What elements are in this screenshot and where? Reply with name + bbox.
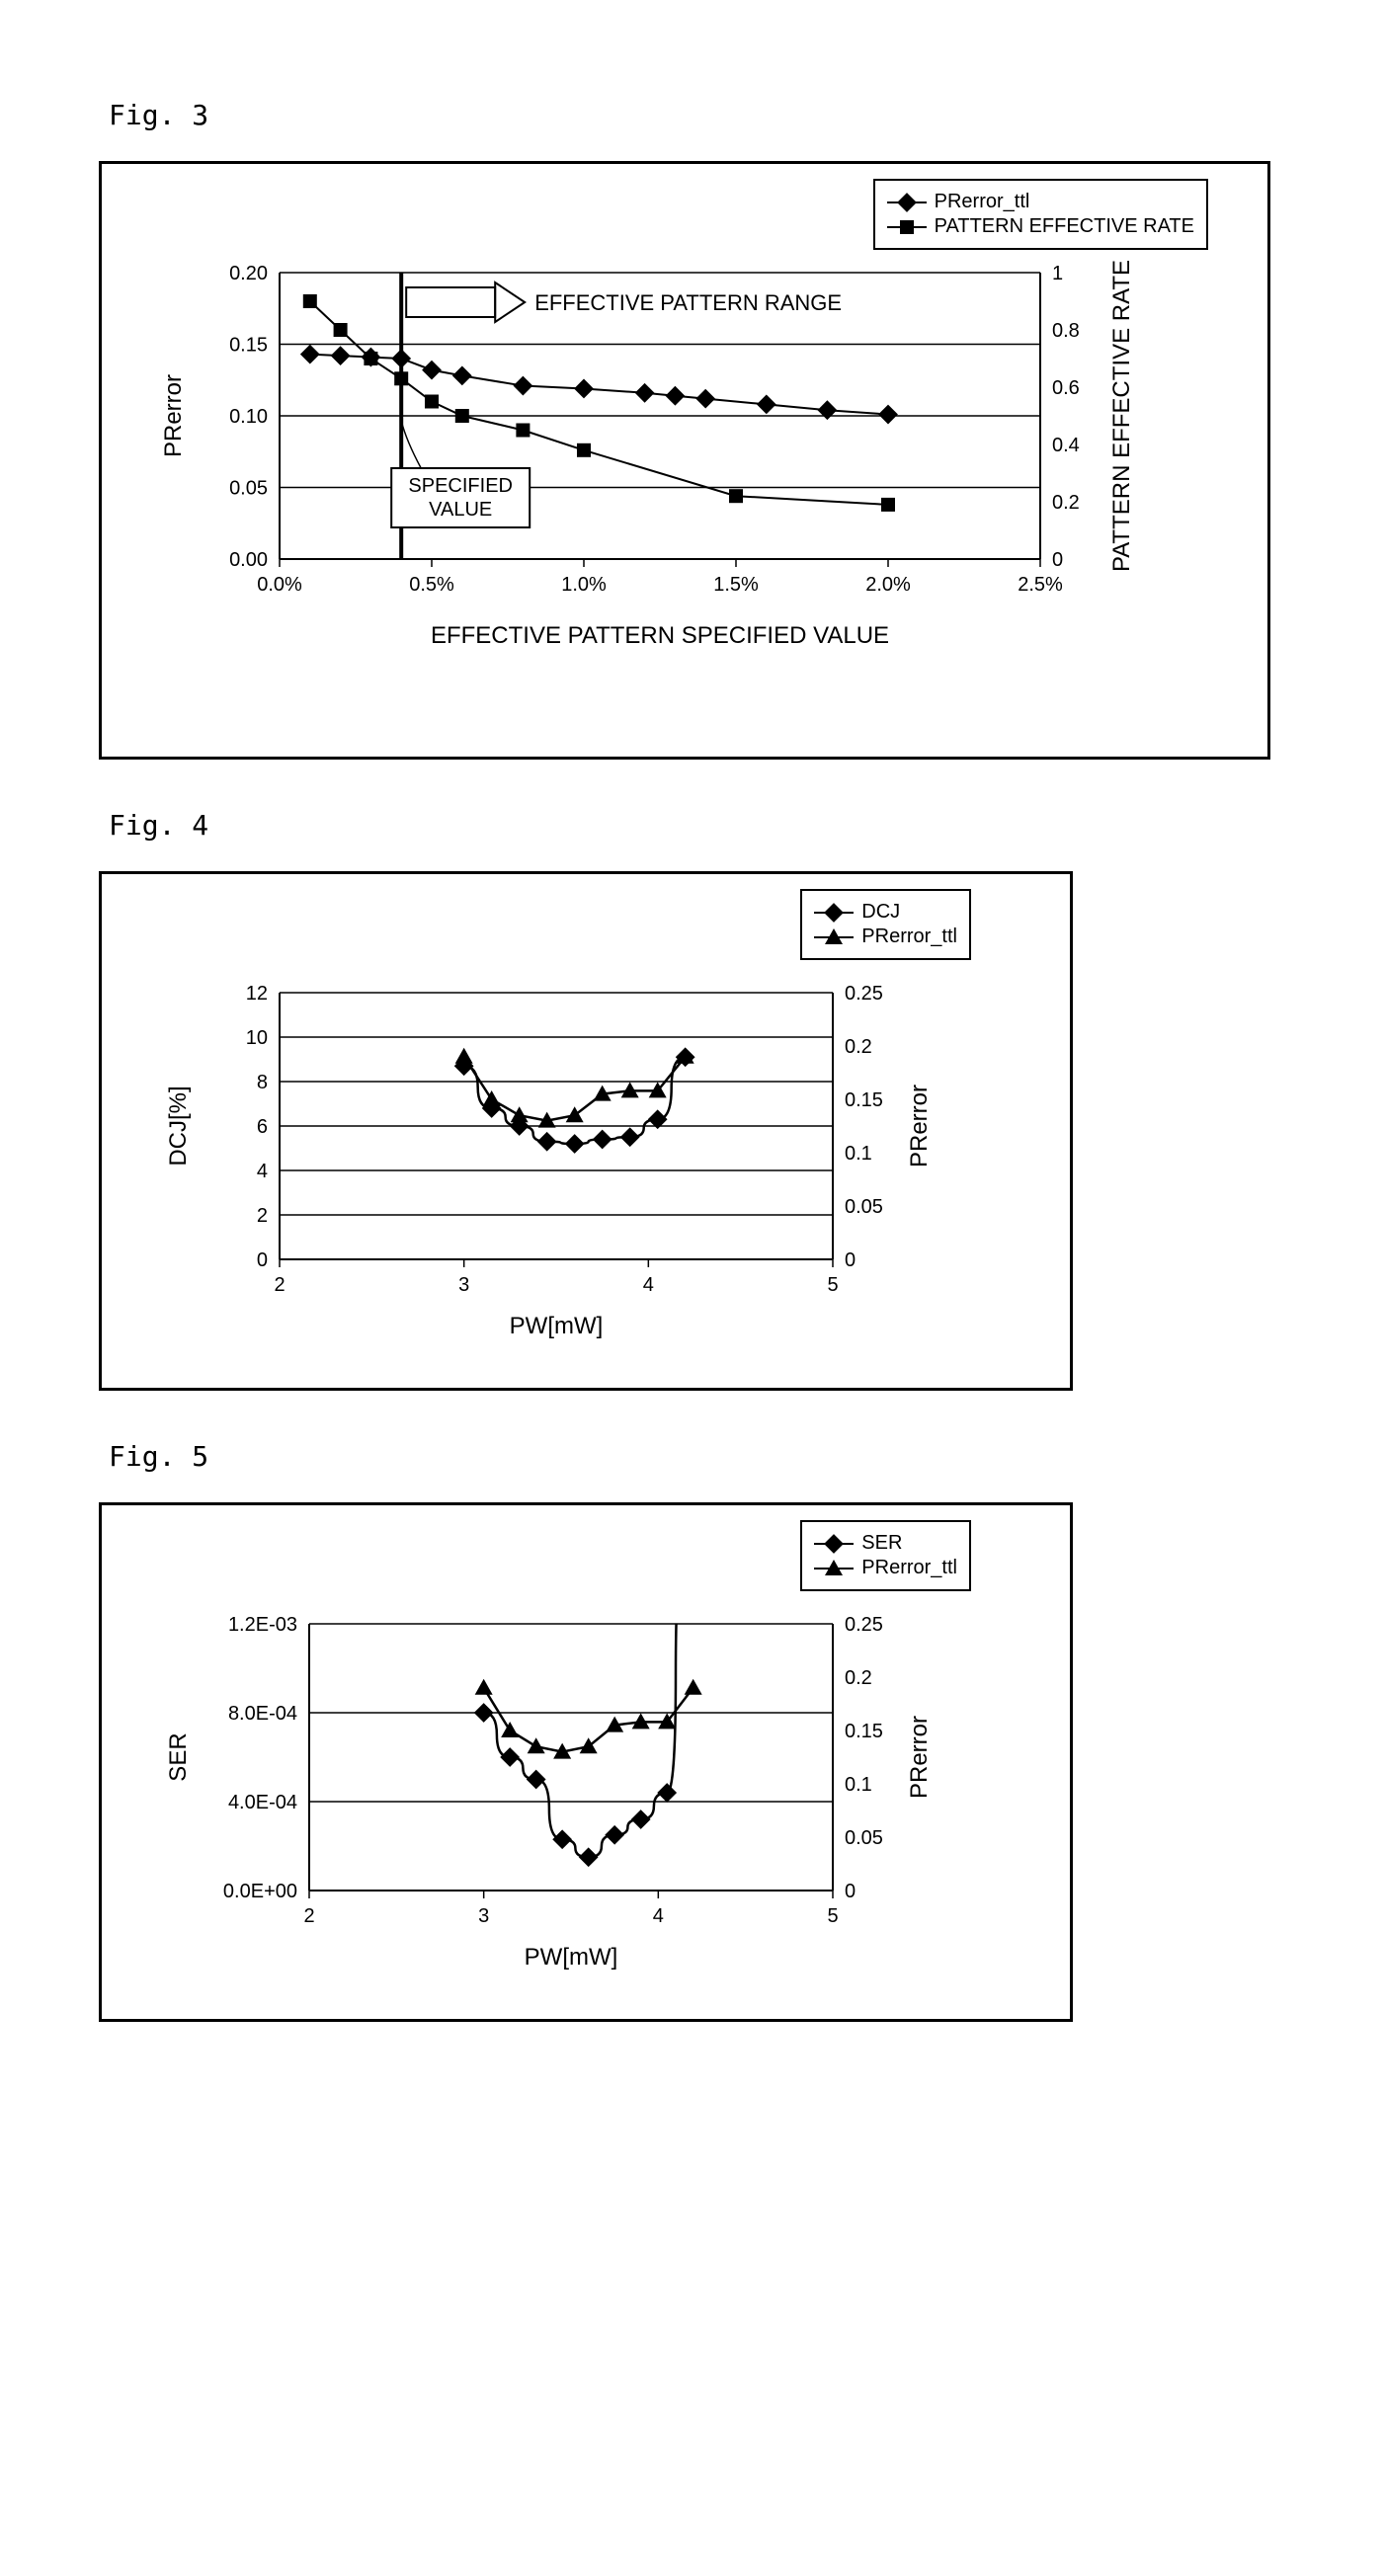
fig5-chart: SER PRerror_ttl 0.0E+00 4.0E-04 8.0E-04 1.2… (99, 1502, 1073, 2022)
svg-text:3: 3 (478, 1905, 489, 1927)
fig4-svg: 02468101200.050.10.150.20.252345DCJ[%]PR… (141, 904, 981, 1358)
svg-text:3: 3 (458, 1274, 469, 1296)
fig3-chart: PRerror_ttl PATTERN EFFECTIVE RATE 0.000… (99, 161, 1270, 760)
legend-item: SER (814, 1532, 957, 1555)
legend-item: DCJ (814, 901, 957, 924)
svg-text:4.0E-04: 4.0E-04 (228, 1792, 297, 1813)
diamond-icon (897, 193, 917, 212)
svg-text:EFFECTIVE PATTERN RANGE: EFFECTIVE PATTERN RANGE (534, 290, 842, 315)
svg-text:0.1: 0.1 (845, 1774, 872, 1796)
svg-text:5: 5 (827, 1274, 838, 1296)
svg-text:1: 1 (1052, 263, 1063, 284)
svg-text:8.0E-04: 8.0E-04 (228, 1703, 297, 1725)
svg-text:0.2: 0.2 (845, 1036, 872, 1058)
legend-label: SER (861, 1532, 902, 1555)
svg-text:VALUE: VALUE (429, 499, 492, 521)
legend-label: PRerror_ttl (935, 191, 1030, 213)
svg-text:DCJ[%]: DCJ[%] (165, 1086, 192, 1166)
svg-text:2: 2 (303, 1905, 314, 1927)
legend-item: PRerror_ttl (887, 191, 1194, 213)
svg-text:2.0%: 2.0% (865, 574, 911, 596)
fig3-label: Fig. 3 (109, 99, 1287, 131)
svg-text:0.05: 0.05 (229, 478, 268, 500)
legend-label: PRerror_ttl (861, 926, 957, 948)
fig4-label: Fig. 4 (109, 809, 1287, 842)
svg-text:PRerror: PRerror (160, 374, 187, 457)
triangle-icon (825, 1560, 843, 1575)
legend-label: DCJ (861, 901, 900, 924)
svg-text:0.2: 0.2 (845, 1667, 872, 1689)
svg-text:8: 8 (257, 1072, 268, 1093)
svg-text:4: 4 (643, 1274, 654, 1296)
svg-text:1.5%: 1.5% (713, 574, 759, 596)
svg-text:1.0%: 1.0% (561, 574, 607, 596)
svg-text:0.4: 0.4 (1052, 435, 1080, 456)
svg-text:0: 0 (257, 1249, 268, 1271)
svg-text:0: 0 (1052, 549, 1063, 571)
legend-item: PRerror_ttl (814, 926, 957, 948)
fig5-svg: 0.0E+00 4.0E-04 8.0E-04 1.2E-03 0 0.05 0.1 0.15… (141, 1535, 981, 1989)
svg-text:4: 4 (653, 1905, 664, 1927)
legend-item: PATTERN EFFECTIVE RATE (887, 215, 1194, 238)
svg-text:0.6: 0.6 (1052, 377, 1080, 399)
svg-text:0.5%: 0.5% (409, 574, 454, 596)
triangle-icon (825, 928, 843, 944)
svg-text:0.15: 0.15 (845, 1089, 883, 1111)
svg-text:SER: SER (165, 1732, 192, 1781)
legend-label: PRerror_ttl (861, 1557, 957, 1579)
svg-text:0.10: 0.10 (229, 406, 268, 428)
svg-text:0.0E+00: 0.0E+00 (223, 1881, 297, 1902)
svg-text:PW[mW]: PW[mW] (525, 1944, 618, 1971)
fig5-label: Fig. 5 (109, 1440, 1287, 1473)
svg-text:6: 6 (257, 1116, 268, 1138)
svg-text:0.15: 0.15 (229, 335, 268, 357)
fig4-legend: DCJ PRerror_ttl (800, 889, 971, 960)
svg-text:0.0%: 0.0% (257, 574, 302, 596)
svg-text:0.20: 0.20 (229, 263, 268, 284)
svg-text:5: 5 (827, 1905, 838, 1927)
svg-text:2: 2 (257, 1205, 268, 1227)
svg-text:0: 0 (845, 1249, 856, 1271)
svg-text:0.2: 0.2 (1052, 492, 1080, 514)
svg-text:PRerror: PRerror (906, 1085, 933, 1167)
diamond-icon (824, 1534, 844, 1554)
fig4-chart: DCJ PRerror_ttl 02468101200.050.10.150.2… (99, 871, 1073, 1391)
svg-text:12: 12 (246, 983, 268, 1005)
svg-text:0.15: 0.15 (845, 1721, 883, 1742)
diamond-icon (824, 903, 844, 923)
fig5-legend: SER PRerror_ttl (800, 1520, 971, 1591)
svg-text:PATTERN EFFECTIVE RATE: PATTERN EFFECTIVE RATE (1108, 260, 1135, 572)
fig3-legend: PRerror_ttl PATTERN EFFECTIVE RATE (873, 179, 1208, 250)
svg-text:1.2E-03: 1.2E-03 (228, 1614, 297, 1636)
svg-text:4: 4 (257, 1161, 268, 1182)
svg-text:0.05: 0.05 (845, 1827, 883, 1849)
fig3-svg: 0.00 0.05 0.10 0.15 0.20 0 0.2 0.4 0.6 0.8 1 0.0% 0.… (141, 194, 1179, 727)
svg-text:10: 10 (246, 1027, 268, 1049)
svg-text:0.05: 0.05 (845, 1196, 883, 1218)
svg-text:0.00: 0.00 (229, 549, 268, 571)
svg-text:0.25: 0.25 (845, 1614, 883, 1636)
svg-text:PRerror: PRerror (906, 1716, 933, 1799)
svg-text:PW[mW]: PW[mW] (510, 1313, 604, 1339)
svg-text:0.8: 0.8 (1052, 320, 1080, 342)
svg-text:EFFECTIVE PATTERN SPECIFIED VA: EFFECTIVE PATTERN SPECIFIED VALUE (431, 622, 889, 649)
legend-item: PRerror_ttl (814, 1557, 957, 1579)
legend-label: PATTERN EFFECTIVE RATE (935, 215, 1194, 238)
svg-text:2.5%: 2.5% (1018, 574, 1063, 596)
svg-text:0.1: 0.1 (845, 1143, 872, 1165)
svg-text:0: 0 (845, 1881, 856, 1902)
square-icon (900, 220, 914, 234)
svg-text:0.25: 0.25 (845, 983, 883, 1005)
svg-text:SPECIFIED: SPECIFIED (408, 475, 513, 497)
svg-text:2: 2 (274, 1274, 285, 1296)
